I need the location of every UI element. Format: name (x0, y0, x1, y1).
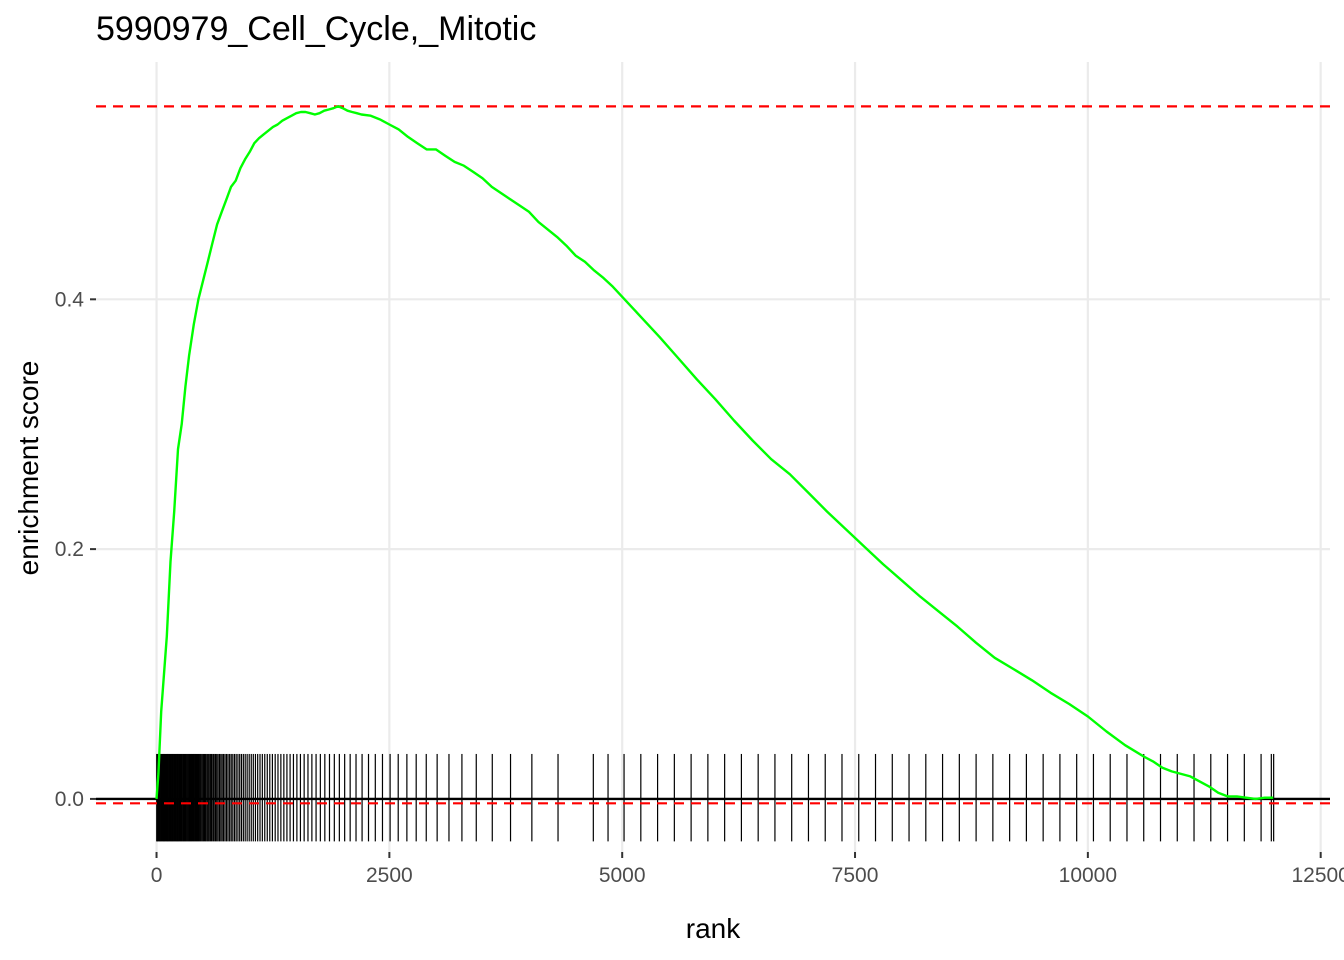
x-tick-label: 2500 (366, 864, 413, 887)
x-tick-label: 5000 (599, 864, 646, 887)
chart-title: 5990979_Cell_Cycle,_Mitotic (96, 10, 536, 48)
x-tick-label: 7500 (832, 864, 879, 887)
y-tick-label: 0.4 (55, 288, 85, 311)
hit-marks (156, 753, 1275, 842)
enrichment-curve (155, 105, 1274, 801)
x-tick-label: 12500 (1291, 864, 1344, 887)
grid (96, 62, 1330, 852)
x-tick-label: 10000 (1059, 864, 1117, 887)
enrichment-curve-group (155, 105, 1274, 801)
reference-lines (96, 105, 1330, 805)
y-tick-label: 0.0 (55, 788, 84, 811)
x-axis: 0 2500 5000 7500 10000 12500 (151, 852, 1344, 887)
y-axis: 0.0 0.2 0.4 (55, 288, 96, 811)
y-tick-label: 0.2 (55, 538, 84, 561)
y-axis-title: enrichment score (13, 361, 44, 576)
x-tick-label: 0 (151, 864, 163, 887)
x-axis-title: rank (686, 913, 741, 944)
